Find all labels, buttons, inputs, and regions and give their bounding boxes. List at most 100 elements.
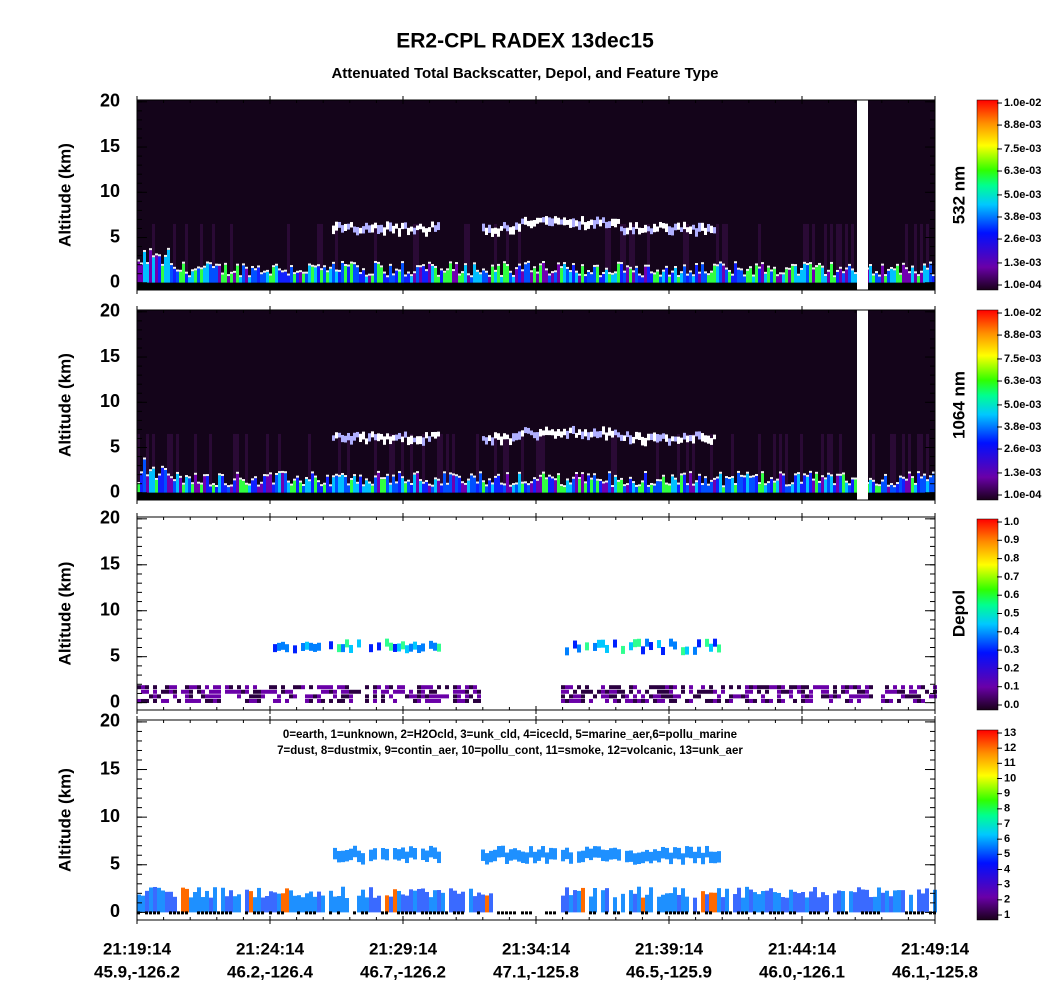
- earth: [641, 911, 644, 915]
- depol-cell: [213, 689, 217, 694]
- feature-low: [449, 888, 453, 913]
- layer-top: [599, 479, 602, 482]
- earth: [269, 911, 272, 915]
- feature-cloud: [353, 845, 357, 858]
- low-layer: [755, 265, 758, 283]
- depol-cell: [341, 685, 345, 690]
- depol-cell: [617, 685, 621, 690]
- layer-top: [479, 272, 482, 275]
- depol-cell: [845, 689, 849, 694]
- layer-top: [191, 269, 194, 272]
- layer-top: [251, 478, 254, 481]
- layer-top: [755, 263, 758, 266]
- depol-cell: [141, 698, 145, 703]
- depol-cell: [185, 694, 189, 699]
- feature-low: [889, 896, 893, 913]
- annotation: 0=earth, 1=unknown, 2=H2Ocld, 3=unk_cld,…: [283, 729, 737, 741]
- low-layer: [359, 476, 362, 493]
- layer-top: [641, 480, 644, 483]
- layer-top: [884, 473, 887, 476]
- low-layer: [593, 475, 596, 493]
- low-layer: [638, 275, 641, 283]
- depol-cloud: [597, 639, 601, 648]
- mid-cloud: [614, 429, 617, 436]
- low-layer: [905, 480, 908, 493]
- streak: [785, 433, 788, 493]
- mid-cloud: [518, 223, 521, 232]
- layer-top: [701, 262, 704, 265]
- layer-top: [638, 273, 641, 276]
- depol-cell: [769, 685, 773, 690]
- low-layer: [188, 277, 191, 283]
- layer-top: [845, 267, 848, 270]
- layer-top: [587, 270, 590, 273]
- layer-top: [449, 472, 452, 475]
- low-layer: [791, 484, 794, 493]
- depol-cell: [917, 694, 921, 699]
- low-layer: [254, 270, 257, 283]
- layer-top: [782, 272, 785, 275]
- colorbar-tick-label: 5.0e-03: [1004, 189, 1041, 201]
- depol-cloud: [417, 645, 421, 654]
- low-layer: [539, 476, 542, 493]
- colorbar-tick-label: 0.3: [1004, 644, 1019, 656]
- streak: [893, 433, 896, 493]
- feature-cloud: [545, 852, 549, 864]
- layer-top: [347, 483, 350, 486]
- y-tick-label: 10: [100, 391, 120, 411]
- low-layer: [878, 276, 881, 283]
- mid-cloud: [599, 431, 602, 438]
- layer-top: [509, 270, 512, 273]
- depol-cell: [285, 689, 289, 694]
- feature-low: [569, 895, 573, 913]
- depol-cloud: [577, 644, 581, 653]
- depol-cloud: [369, 644, 373, 653]
- layer-top: [269, 273, 272, 276]
- layer-top: [683, 264, 686, 267]
- mid-cloud: [431, 432, 434, 437]
- feature-cloud: [481, 849, 485, 861]
- layer-top: [869, 477, 872, 480]
- low-layer: [629, 268, 632, 283]
- y-tick-label: 5: [110, 226, 120, 246]
- layer-top: [602, 481, 605, 484]
- earth: [729, 911, 732, 915]
- layer-top: [692, 483, 695, 486]
- layer-top: [476, 481, 479, 484]
- depol-cell: [849, 685, 853, 690]
- low-layer: [365, 480, 368, 493]
- colorbar-tick-label: 1.3e-03: [1004, 467, 1041, 479]
- low-layer: [392, 275, 395, 283]
- low-layer: [896, 265, 899, 283]
- feature-low: [637, 886, 641, 913]
- low-layer: [245, 268, 248, 283]
- depol-cell: [201, 694, 205, 699]
- depol-cloud: [565, 647, 569, 656]
- low-layer: [311, 473, 314, 493]
- layer-top: [236, 263, 239, 266]
- depol-cell: [681, 689, 685, 694]
- earth: [309, 911, 312, 915]
- panel: 0=earth, 1=unknown, 2=H2Ocld, 3=unk_cld,…: [55, 711, 1016, 924]
- mid-cloud: [659, 221, 662, 228]
- earth: [381, 911, 384, 915]
- low-layer: [665, 267, 668, 283]
- layer-top: [380, 265, 383, 268]
- mid-cloud: [554, 431, 557, 439]
- depol-cell: [709, 685, 713, 690]
- layer-top: [830, 474, 833, 477]
- low-layer: [518, 265, 521, 283]
- x-tick-location: 47.1,-125.8: [493, 962, 579, 981]
- low-layer: [263, 272, 266, 283]
- depol-cell: [649, 694, 653, 699]
- feature-low: [677, 894, 681, 913]
- layer-top: [767, 481, 770, 484]
- layer-top: [725, 476, 728, 479]
- layer-top: [773, 266, 776, 269]
- depol-cell: [173, 694, 177, 699]
- layer-top: [248, 483, 251, 486]
- low-layer: [446, 270, 449, 283]
- layer-top: [185, 271, 188, 274]
- earth: [709, 911, 712, 915]
- low-layer: [896, 484, 899, 493]
